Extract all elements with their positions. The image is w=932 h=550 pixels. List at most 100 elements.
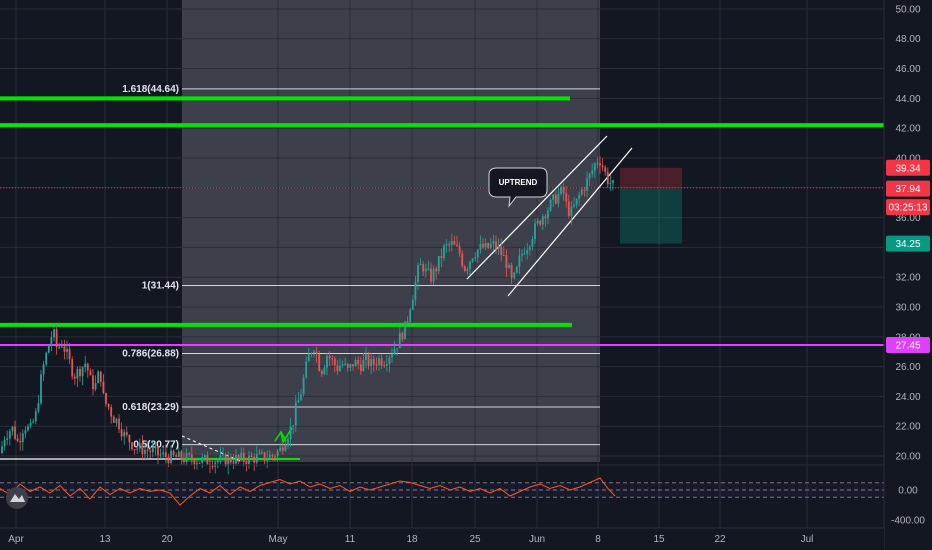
candle-body bbox=[489, 243, 492, 249]
candle-body bbox=[34, 411, 37, 422]
dashed-projection-line[interactable] bbox=[181, 435, 241, 462]
stop-loss-zone[interactable] bbox=[620, 167, 682, 189]
candle-body bbox=[487, 242, 490, 249]
candle-body bbox=[281, 447, 284, 451]
long-position-tool[interactable] bbox=[620, 167, 682, 244]
candle-body bbox=[307, 354, 310, 362]
candle-body bbox=[268, 454, 271, 459]
candle-body bbox=[50, 337, 53, 346]
price-tick-label: 24.00 bbox=[895, 392, 920, 403]
candle-body bbox=[497, 246, 500, 249]
candle-body bbox=[3, 440, 6, 447]
channel-upper-line[interactable] bbox=[466, 135, 608, 280]
candle-body bbox=[131, 442, 133, 450]
candle-body bbox=[279, 447, 282, 451]
price-badge-entry bbox=[886, 180, 930, 197]
candle-body bbox=[97, 371, 100, 384]
uptrend-callout[interactable]: UPTREND bbox=[488, 167, 548, 208]
candle-body bbox=[287, 438, 289, 446]
price-axis-background bbox=[884, 0, 932, 528]
candle-body bbox=[120, 429, 123, 437]
candle-body bbox=[196, 463, 198, 466]
candle-body bbox=[388, 357, 391, 364]
candle-body bbox=[370, 359, 373, 367]
time-tick-label: 25 bbox=[469, 534, 481, 545]
candle-body bbox=[515, 266, 518, 273]
up-arrow-icon bbox=[274, 427, 293, 444]
candle-body bbox=[567, 201, 570, 217]
candle-body bbox=[203, 455, 206, 458]
price-badges: 39.34 37.94 03:25:13 34.25 27.45 bbox=[886, 159, 930, 354]
time-axis[interactable]: Apr 13 20 May 11 18 25 Jun 8 15 22 Jul bbox=[8, 534, 813, 545]
candle-body bbox=[27, 426, 29, 431]
horizontal-lines[interactable] bbox=[0, 96, 884, 347]
candle-body bbox=[375, 364, 378, 366]
candle-body bbox=[484, 242, 487, 248]
candle-body bbox=[125, 432, 128, 436]
time-tick-label: 8 bbox=[595, 534, 601, 545]
time-tick-label: 22 bbox=[714, 534, 726, 545]
time-tick-label: May bbox=[269, 534, 288, 545]
candle-body bbox=[554, 194, 557, 204]
candle-body bbox=[258, 452, 261, 455]
candle-body bbox=[596, 163, 599, 165]
candle-body bbox=[112, 416, 115, 423]
candle-body bbox=[162, 452, 165, 455]
candle-body bbox=[591, 170, 594, 175]
channel-lower-line[interactable] bbox=[507, 147, 633, 297]
candle-body bbox=[383, 365, 386, 367]
candle-body bbox=[580, 189, 583, 195]
candle-body bbox=[240, 452, 243, 458]
price-badge-text: 34.25 bbox=[895, 239, 920, 250]
price-tick-label: 42.00 bbox=[895, 124, 920, 135]
candle-body bbox=[411, 299, 414, 310]
price-tick-label: 50.00 bbox=[895, 4, 920, 15]
fib-level-label: 1.618(44.64) bbox=[122, 84, 179, 95]
trend-channel[interactable] bbox=[181, 135, 633, 462]
candle-body bbox=[479, 243, 482, 250]
candle-body bbox=[510, 265, 513, 278]
candle-body bbox=[367, 354, 370, 367]
candle-body bbox=[536, 220, 539, 224]
candle-body bbox=[79, 369, 81, 377]
candle-body bbox=[492, 241, 495, 244]
candle-body bbox=[102, 381, 105, 394]
take-profit-zone[interactable] bbox=[620, 188, 682, 244]
candle-body bbox=[461, 253, 464, 267]
candle-body bbox=[76, 369, 79, 379]
candle-body bbox=[133, 449, 136, 451]
candle-body bbox=[583, 189, 586, 191]
candle-body bbox=[422, 264, 425, 272]
uptrend-label: UPTREND bbox=[499, 178, 538, 187]
candle-body bbox=[19, 440, 22, 443]
price-tick-label: 44.00 bbox=[895, 94, 920, 105]
price-badge-level bbox=[886, 337, 930, 354]
candle-body bbox=[575, 198, 578, 206]
candle-body bbox=[6, 438, 9, 441]
candle-body bbox=[443, 245, 445, 259]
candle-body bbox=[107, 403, 110, 407]
candle-body bbox=[435, 268, 438, 272]
candle-body bbox=[224, 454, 227, 466]
candle-body bbox=[417, 265, 419, 283]
candle-body bbox=[544, 216, 547, 219]
candle-body bbox=[21, 433, 24, 443]
candle-body bbox=[263, 452, 266, 461]
candle-body bbox=[151, 448, 154, 453]
candle-body bbox=[378, 358, 380, 366]
tradingview-logo-icon[interactable] bbox=[6, 487, 28, 509]
candle-body bbox=[502, 255, 505, 257]
candle-body bbox=[14, 426, 16, 439]
candle-body bbox=[266, 458, 269, 461]
candle-body bbox=[190, 454, 193, 461]
candle-body bbox=[323, 367, 326, 375]
candle-body bbox=[297, 400, 300, 403]
candle-body bbox=[380, 358, 383, 366]
candle-body bbox=[588, 174, 591, 179]
time-tick-label: 20 bbox=[161, 534, 173, 545]
candle-body bbox=[47, 345, 50, 353]
candle-body bbox=[570, 206, 573, 217]
candle-body bbox=[219, 455, 222, 461]
candle-body bbox=[123, 432, 126, 437]
